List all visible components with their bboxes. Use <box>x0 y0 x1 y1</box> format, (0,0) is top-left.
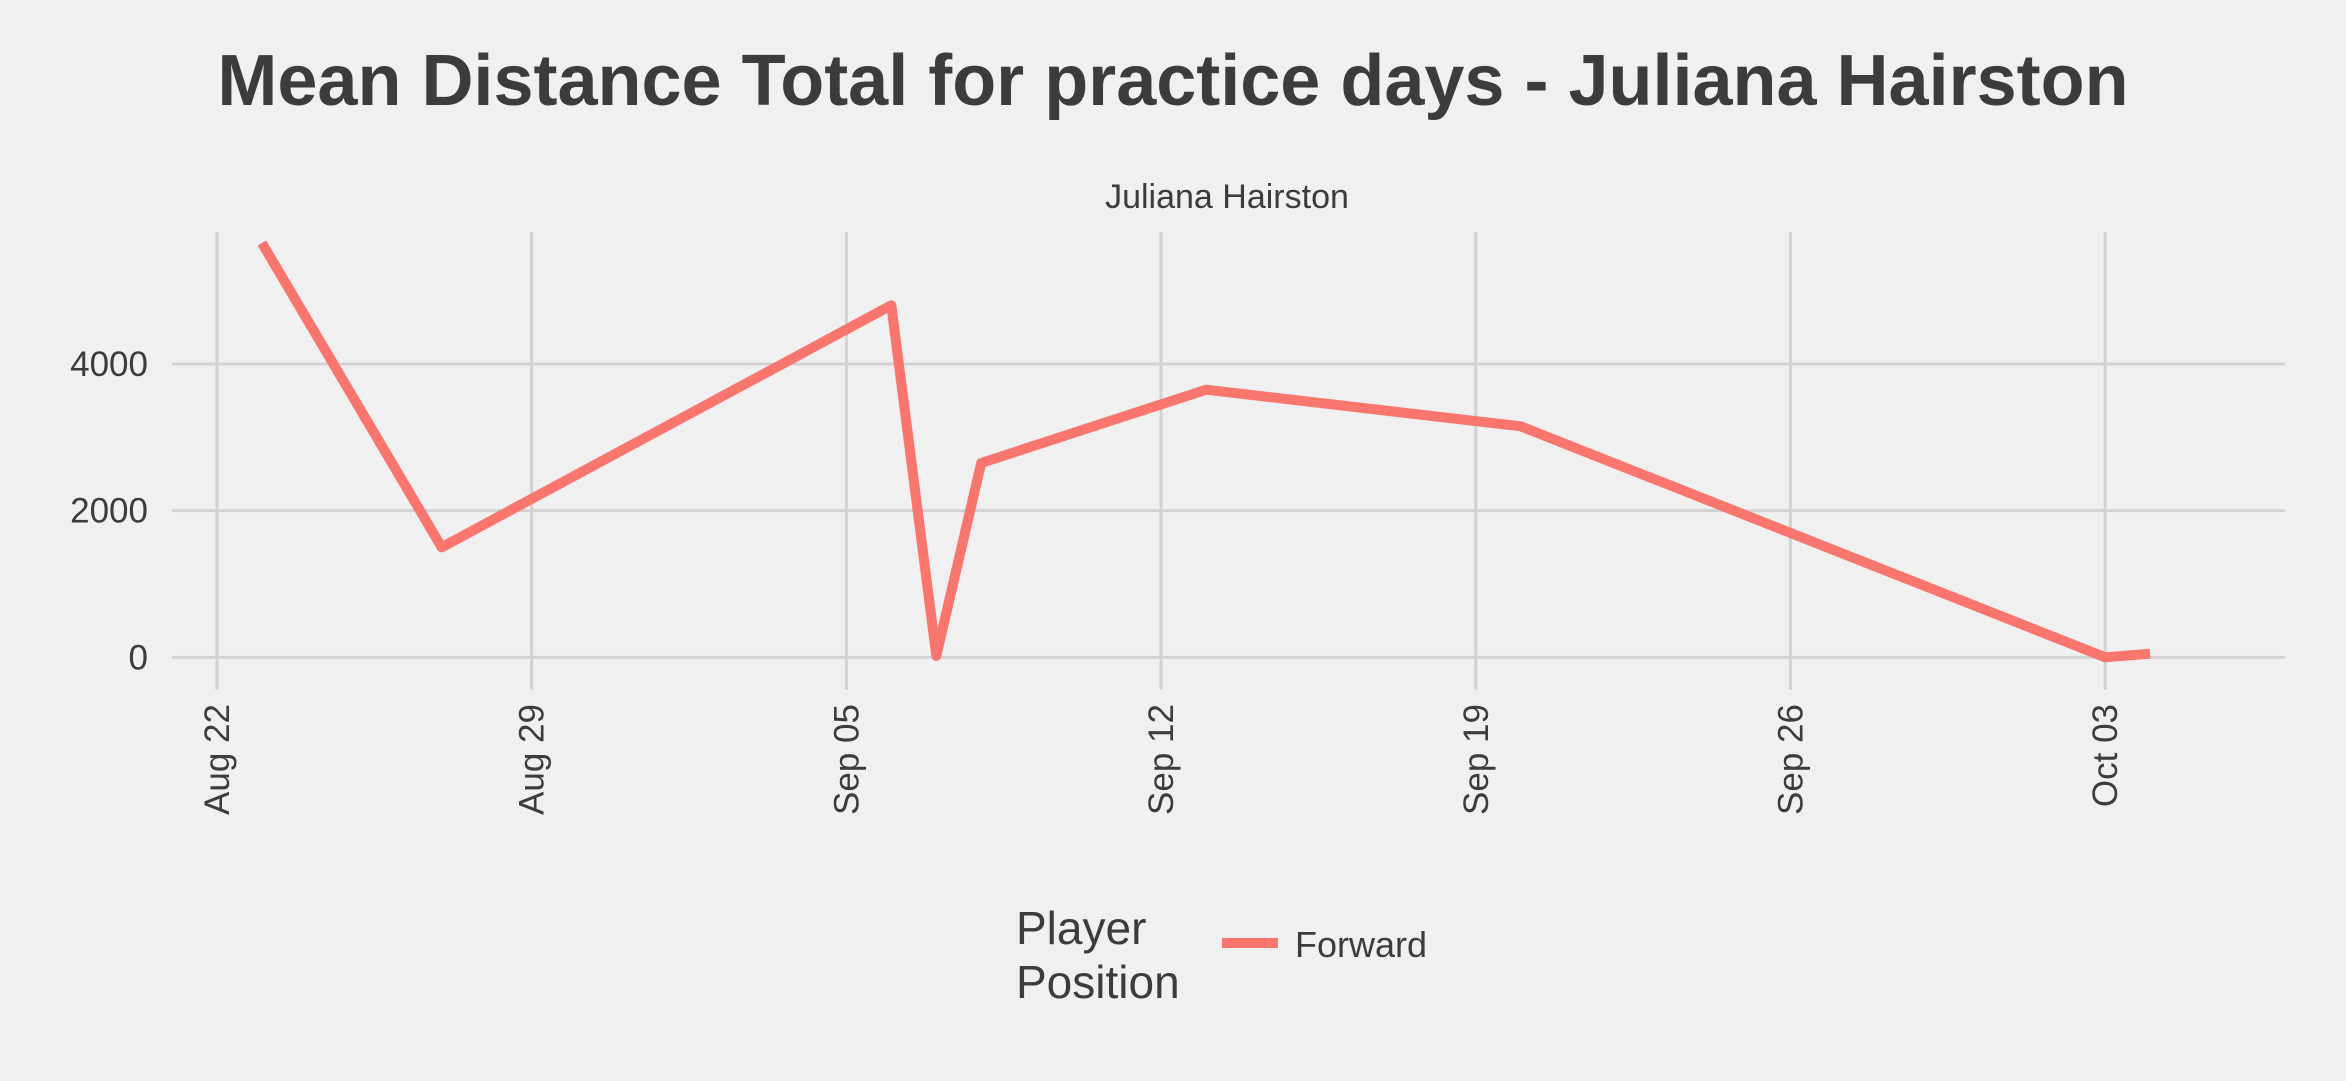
legend-title-line-2: Position <box>1016 956 1180 1008</box>
grid-lines <box>172 232 2285 690</box>
legend-title-line-1: Player <box>1016 902 1146 954</box>
chart-title: Mean Distance Total for practice days - … <box>217 41 2129 121</box>
y-tick-label: 2000 <box>70 492 148 531</box>
x-tick-label: Aug 29 <box>513 704 552 815</box>
x-axis: Aug 22 Aug 29 Sep 05 Sep 12 Sep 19 Sep 26 Oct … <box>198 704 2125 815</box>
x-tick-label: Sep 19 <box>1457 704 1496 815</box>
x-tick-label: Sep 05 <box>827 704 866 815</box>
x-tick-label: Aug 22 <box>198 704 237 815</box>
legend: Player Position Forward <box>1016 902 1427 1008</box>
y-tick-label: 4000 <box>70 345 148 384</box>
legend-label-forward: Forward <box>1295 924 1427 965</box>
y-axis: 0 2000 4000 <box>70 345 148 677</box>
series-line-forward <box>257 240 2151 663</box>
facet-strip-label: Juliana Hairston <box>1105 178 1349 216</box>
x-tick-label: Sep 26 <box>1771 704 1810 815</box>
x-tick-label: Sep 12 <box>1142 704 1181 815</box>
y-tick-label: 0 <box>129 638 148 677</box>
series-lines <box>257 240 2151 663</box>
x-tick-label: Oct 03 <box>2086 704 2125 807</box>
